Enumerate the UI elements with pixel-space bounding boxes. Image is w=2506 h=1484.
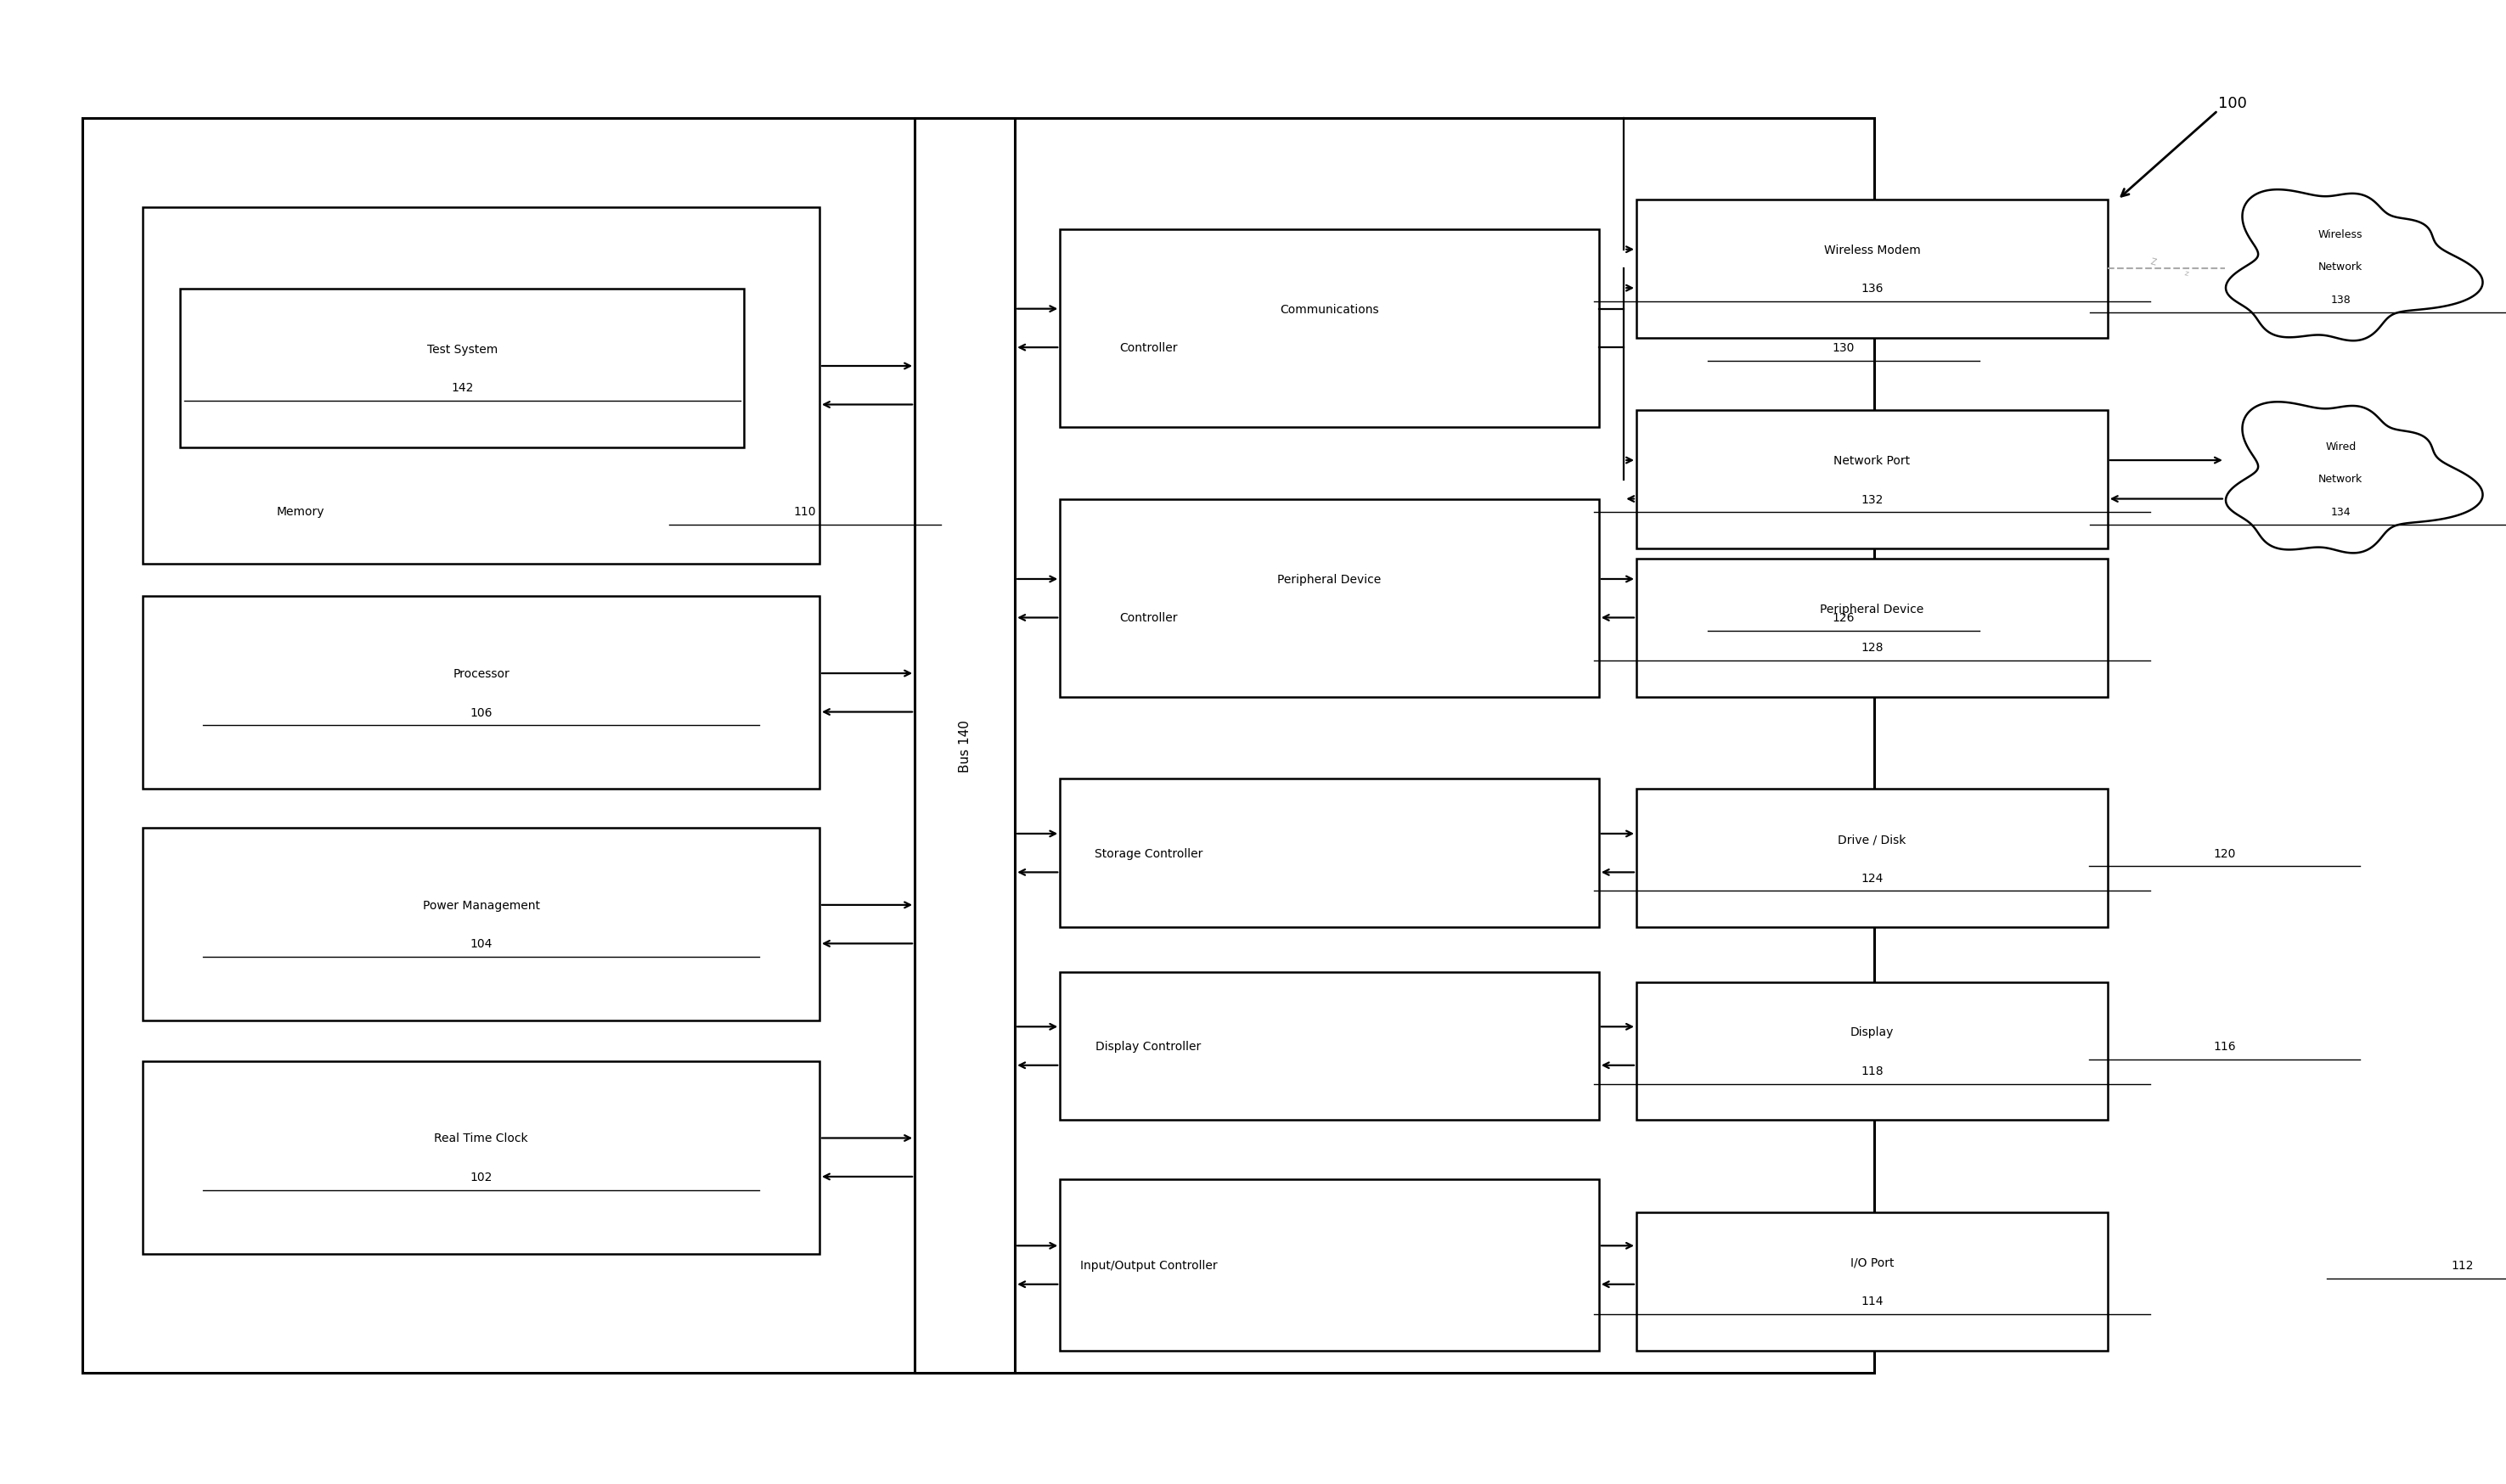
FancyBboxPatch shape (143, 208, 819, 564)
Text: Network: Network (2318, 261, 2363, 273)
Text: 106: 106 (471, 706, 491, 718)
FancyBboxPatch shape (915, 119, 1015, 1373)
FancyBboxPatch shape (83, 119, 1874, 1373)
Text: 100: 100 (2218, 96, 2248, 111)
Polygon shape (2225, 402, 2483, 554)
Text: Network Port: Network Port (1834, 454, 1910, 467)
Text: Power Management: Power Management (424, 899, 539, 911)
Text: 136: 136 (1862, 282, 1882, 295)
Text: 130: 130 (1832, 341, 1854, 355)
FancyBboxPatch shape (1636, 1212, 2108, 1350)
Text: Wireless: Wireless (2318, 229, 2363, 240)
Text: Z: Z (2150, 257, 2158, 267)
FancyBboxPatch shape (1636, 789, 2108, 928)
Text: 120: 120 (2213, 847, 2235, 859)
Text: Memory: Memory (276, 506, 323, 518)
Text: 112: 112 (2451, 1258, 2473, 1272)
Text: Bus 140: Bus 140 (957, 720, 972, 772)
FancyBboxPatch shape (1060, 500, 1599, 697)
FancyBboxPatch shape (1636, 559, 2108, 697)
Text: Peripheral Device: Peripheral Device (1278, 573, 1381, 586)
Text: 128: 128 (1862, 641, 1882, 654)
Text: Processor: Processor (454, 668, 509, 680)
FancyBboxPatch shape (1636, 982, 2108, 1120)
FancyBboxPatch shape (1636, 411, 2108, 549)
Text: Drive / Disk: Drive / Disk (1837, 833, 1907, 846)
Text: 142: 142 (451, 381, 474, 395)
FancyBboxPatch shape (1636, 200, 2108, 338)
Text: 104: 104 (471, 938, 491, 950)
Text: Communications: Communications (1281, 303, 1378, 316)
FancyBboxPatch shape (143, 1061, 819, 1254)
Text: Display: Display (1849, 1025, 1895, 1039)
FancyBboxPatch shape (1060, 230, 1599, 427)
Text: Wireless Modem: Wireless Modem (1824, 243, 1920, 257)
FancyBboxPatch shape (180, 289, 744, 448)
Text: 114: 114 (1862, 1294, 1882, 1307)
Text: 126: 126 (1832, 611, 1854, 625)
FancyBboxPatch shape (143, 597, 819, 789)
Text: Controller: Controller (1120, 611, 1178, 625)
Text: Real Time Clock: Real Time Clock (434, 1132, 529, 1144)
Text: 116: 116 (2213, 1040, 2235, 1052)
Text: Controller: Controller (1120, 341, 1178, 355)
Polygon shape (2225, 190, 2483, 341)
Text: Input/Output Controller: Input/Output Controller (1080, 1258, 1218, 1272)
Text: Display Controller: Display Controller (1095, 1040, 1200, 1052)
FancyBboxPatch shape (1060, 779, 1599, 928)
Text: 132: 132 (1862, 493, 1882, 506)
Text: 134: 134 (2331, 506, 2351, 518)
Text: Network: Network (2318, 473, 2363, 485)
Text: Wired: Wired (2326, 441, 2356, 453)
Text: 102: 102 (471, 1171, 491, 1183)
Text: Z: Z (2183, 270, 2188, 278)
FancyBboxPatch shape (1060, 1180, 1599, 1350)
Text: Test System: Test System (426, 343, 499, 356)
Text: Peripheral Device: Peripheral Device (1819, 603, 1925, 616)
Text: 124: 124 (1862, 871, 1882, 884)
Text: I/O Port: I/O Port (1849, 1255, 1895, 1269)
Text: 118: 118 (1859, 1064, 1885, 1077)
FancyBboxPatch shape (143, 828, 819, 1021)
Text: Storage Controller: Storage Controller (1095, 847, 1203, 859)
FancyBboxPatch shape (1060, 972, 1599, 1120)
Text: 138: 138 (2331, 294, 2351, 306)
Text: 110: 110 (794, 506, 817, 518)
